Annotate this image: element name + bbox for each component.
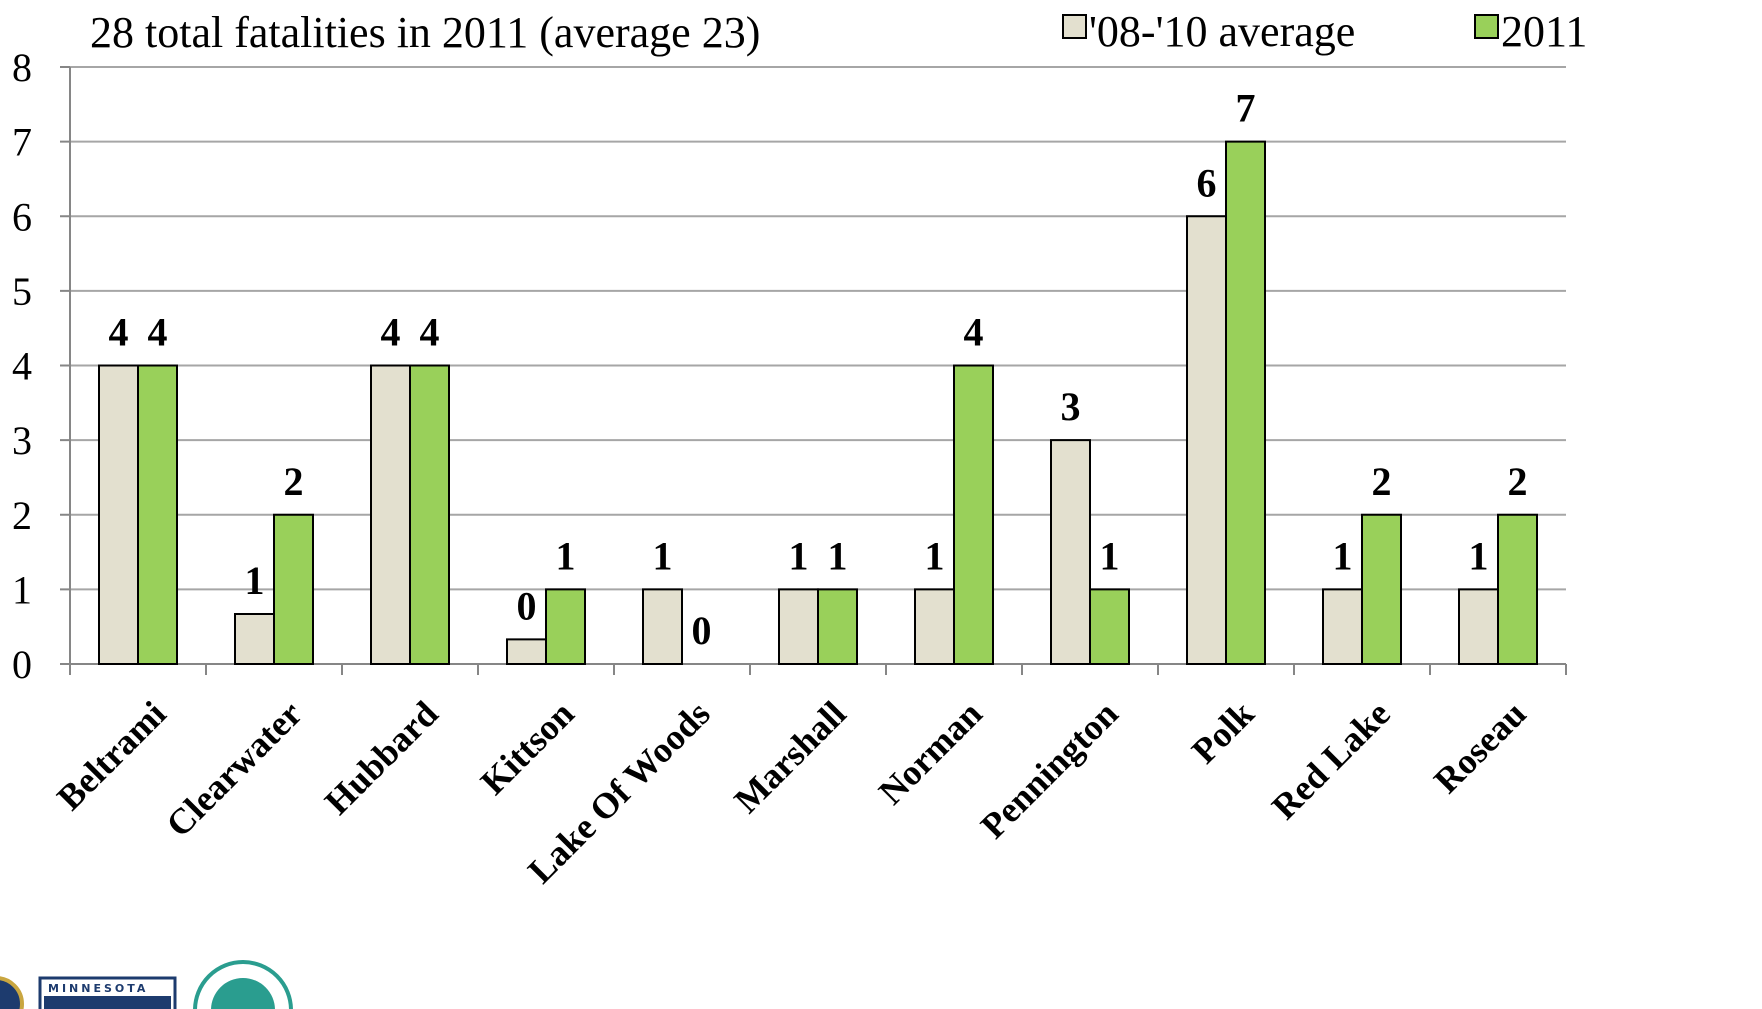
legend-swatch [1474,14,1499,39]
bar-avg [1322,588,1363,665]
bar-avg [1050,439,1091,665]
data-label: 4 [964,310,984,355]
category-label: Red Lake [1264,693,1398,827]
minnesota-circle-logo [193,960,293,1009]
bar-avg [1186,215,1227,665]
category-label: Beltrami [49,693,173,817]
data-label: 2 [284,459,304,504]
gridlines [70,66,1566,591]
legend: '08-'10 average 2011 [1062,7,1587,56]
bar-2011 [817,588,858,665]
data-label: 7 [1236,86,1256,131]
data-label: 0 [517,583,537,628]
data-label: 1 [653,533,673,578]
bar-avg [234,613,275,665]
category-label: Norman [871,693,990,812]
category-label: Hubbard [317,693,446,822]
y-tick-label: 5 [12,269,32,314]
y-tick-label: 7 [12,120,32,165]
bar-2011 [1089,588,1130,665]
bar-2011 [545,588,586,665]
data-label: 0 [692,608,712,653]
bar-avg [642,588,683,665]
bar-2011 [1361,513,1402,665]
x-axis [69,663,1567,675]
bar-avg [914,588,955,665]
data-label: 6 [1197,160,1217,205]
bar-avg [1458,588,1499,665]
data-label: 1 [556,533,576,578]
bar-2011 [273,513,314,665]
bars [98,140,1538,666]
data-label: 1 [1100,533,1120,578]
y-tick-label: 8 [12,45,32,90]
data-label: 4 [148,310,168,355]
data-label: 4 [109,310,129,355]
seal-logo [0,976,24,1009]
data-label: 2 [1508,459,1528,504]
mdh-logo: MINNESOTA [38,976,177,1009]
data-label: 4 [381,310,401,355]
bar-2011 [1225,140,1266,665]
category-label: Kittson [473,693,582,802]
category-label: Roseau [1426,693,1533,800]
bar-avg [778,588,819,665]
data-label: 2 [1372,459,1392,504]
category-label: Clearwater [158,693,309,844]
legend-label: 2011 [1501,7,1587,56]
data-label: 1 [245,558,265,603]
category-label: Pennington [973,693,1126,846]
bar-2011 [953,364,994,665]
data-label: 1 [1333,533,1353,578]
y-tick-label: 2 [12,493,32,538]
chart-title: 28 total fatalities in 2011 (average 23) [90,8,760,57]
data-label: 1 [828,533,848,578]
bar-avg [98,364,139,665]
y-axis: 0 1 2 3 4 5 6 7 8 [12,45,71,687]
legend-label: '08-'10 average [1089,7,1355,56]
bar-2011 [1497,513,1538,665]
y-tick-label: 1 [12,567,32,612]
data-label: 3 [1061,384,1081,429]
category-label: Marshall [726,693,853,820]
category-label: Polk [1184,693,1262,771]
y-tick-label: 3 [12,418,32,463]
data-label: 4 [420,310,440,355]
mdh-logo-text: MINNESOTA [48,982,148,995]
data-label: 1 [789,533,809,578]
data-label: 1 [1469,533,1489,578]
bar-avg [370,364,411,665]
bar-2011 [409,364,450,665]
bar-avg [506,638,547,666]
y-tick-label: 4 [12,344,32,389]
y-tick-label: 0 [12,642,32,687]
y-tick-label: 6 [12,194,32,239]
legend-swatch [1062,14,1087,39]
bar-2011 [137,364,178,665]
data-label: 1 [925,533,945,578]
